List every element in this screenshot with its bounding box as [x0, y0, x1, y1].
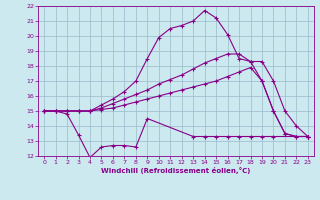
X-axis label: Windchill (Refroidissement éolien,°C): Windchill (Refroidissement éolien,°C) [101, 167, 251, 174]
